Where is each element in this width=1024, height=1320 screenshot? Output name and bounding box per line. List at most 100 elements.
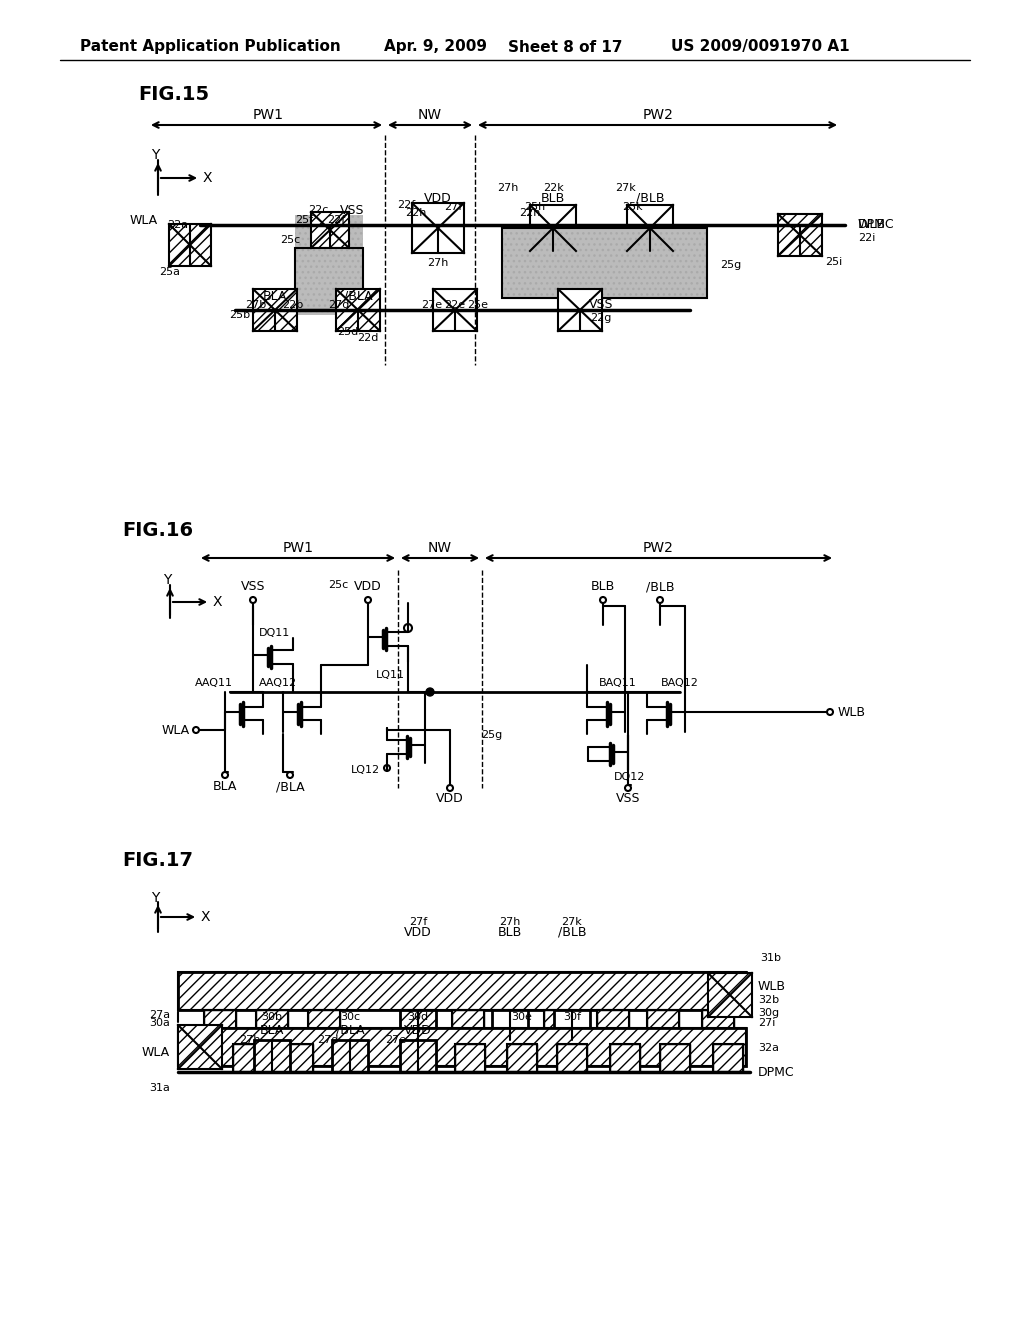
Text: 22c: 22c	[308, 205, 328, 215]
Bar	[627, 205, 673, 251]
Text: DQ12: DQ12	[614, 772, 646, 781]
Bar	[254, 1040, 290, 1072]
Bar	[335, 1044, 365, 1072]
Bar	[597, 1010, 629, 1038]
Bar	[778, 214, 822, 256]
Bar	[433, 289, 477, 331]
Text: 27d: 27d	[316, 1035, 338, 1045]
Text: 22e: 22e	[444, 300, 466, 310]
Bar	[708, 973, 752, 1016]
Bar	[403, 1044, 433, 1072]
Text: PW1: PW1	[283, 541, 313, 554]
Text: BLA: BLA	[263, 289, 287, 302]
Text: 27a: 27a	[148, 1010, 170, 1020]
Text: 32a: 32a	[758, 1043, 779, 1053]
Text: FIG.17: FIG.17	[122, 850, 193, 870]
Text: WLB: WLB	[838, 705, 866, 718]
Text: /BLB: /BLB	[636, 191, 665, 205]
Text: 27f: 27f	[443, 202, 462, 213]
Text: 30e: 30e	[512, 1012, 532, 1022]
Bar	[660, 1044, 690, 1072]
Bar	[308, 1010, 340, 1038]
Text: 30f: 30f	[563, 1012, 581, 1022]
Bar	[295, 248, 362, 310]
Text: 22h: 22h	[406, 209, 427, 218]
Bar	[647, 1010, 679, 1038]
Bar	[253, 289, 297, 331]
Bar	[178, 1028, 746, 1067]
Bar	[169, 224, 211, 267]
Bar	[452, 1010, 484, 1038]
Text: 27h: 27h	[498, 183, 519, 193]
Bar	[530, 205, 575, 251]
Text: Y: Y	[163, 573, 171, 587]
Text: PW2: PW2	[643, 541, 674, 554]
Bar	[402, 1010, 434, 1038]
Bar	[295, 215, 362, 315]
Bar	[233, 1044, 263, 1072]
Bar	[455, 1044, 485, 1072]
Text: 27b: 27b	[246, 300, 266, 310]
Text: VDD: VDD	[436, 792, 464, 804]
Text: 27b: 27b	[239, 1035, 260, 1045]
Text: US 2009/0091970 A1: US 2009/0091970 A1	[671, 40, 849, 54]
Text: AAQ11: AAQ11	[195, 678, 233, 688]
Text: 25k: 25k	[622, 202, 642, 213]
Text: VDD: VDD	[404, 925, 432, 939]
Text: NW: NW	[428, 541, 452, 554]
Bar	[647, 1010, 679, 1038]
Text: 31b: 31b	[760, 953, 781, 964]
Text: BLA: BLA	[213, 780, 238, 793]
Text: 25c: 25c	[280, 235, 300, 246]
Text: 22k: 22k	[543, 183, 563, 193]
Text: 25f: 25f	[295, 215, 313, 224]
Bar	[400, 1010, 436, 1041]
Circle shape	[426, 688, 434, 696]
Text: 22f: 22f	[327, 215, 345, 224]
Bar	[332, 1040, 368, 1072]
Bar	[178, 1028, 746, 1067]
Bar	[256, 1010, 288, 1038]
Text: 30g: 30g	[758, 1008, 779, 1018]
Text: 27h: 27h	[427, 257, 449, 268]
Text: DQ11: DQ11	[259, 628, 291, 638]
Text: 22h: 22h	[519, 209, 541, 218]
Text: 27k: 27k	[561, 917, 583, 927]
Bar	[610, 1044, 640, 1072]
Bar	[502, 228, 707, 298]
Text: PW2: PW2	[643, 108, 674, 121]
Bar	[452, 1010, 484, 1038]
Bar	[412, 203, 464, 253]
Text: /BLA: /BLA	[336, 1023, 365, 1036]
Text: 25d: 25d	[337, 327, 358, 337]
Bar	[558, 289, 602, 331]
Bar	[702, 1010, 734, 1038]
Text: 22a: 22a	[167, 220, 188, 230]
Text: /BLA: /BLA	[275, 780, 304, 793]
Text: Apr. 9, 2009: Apr. 9, 2009	[384, 40, 486, 54]
Text: 30b: 30b	[261, 1012, 283, 1022]
Text: FIG.16: FIG.16	[122, 520, 194, 540]
Bar	[283, 1044, 313, 1072]
Text: 22g: 22g	[590, 313, 611, 323]
Text: DPMC: DPMC	[858, 219, 895, 231]
Bar	[204, 1010, 236, 1038]
Text: PW1: PW1	[253, 108, 284, 121]
Text: 25a: 25a	[159, 267, 180, 277]
Bar	[713, 1044, 743, 1072]
Text: VSS: VSS	[340, 203, 365, 216]
Text: 27e: 27e	[422, 300, 442, 310]
Text: VDD: VDD	[424, 191, 452, 205]
Bar	[544, 1010, 575, 1038]
Text: BLB: BLB	[591, 581, 615, 594]
Text: FIG.15: FIG.15	[138, 86, 209, 104]
Bar	[403, 1044, 433, 1072]
Text: VSS: VSS	[615, 792, 640, 804]
Bar	[544, 1010, 575, 1038]
Text: 27d: 27d	[329, 300, 349, 310]
Text: 27i: 27i	[758, 1018, 775, 1028]
Bar	[492, 1010, 528, 1040]
Text: 27h: 27h	[500, 917, 520, 927]
Text: 22i: 22i	[858, 234, 876, 243]
Text: 22f: 22f	[397, 201, 415, 210]
